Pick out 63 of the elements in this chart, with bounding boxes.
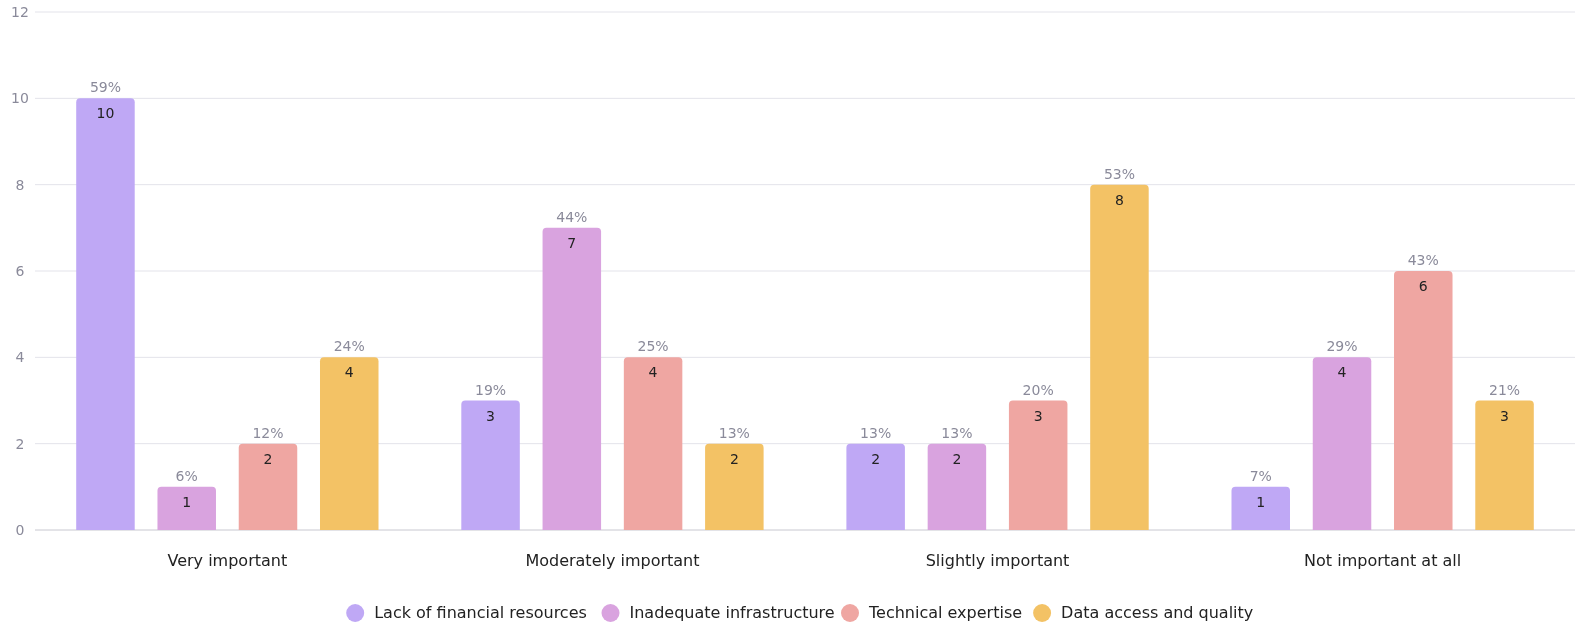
- annotation: 6%: [175, 467, 198, 484]
- bar: [846, 443, 905, 530]
- bar: [927, 443, 987, 530]
- data-label: 1: [182, 493, 192, 510]
- bar: [705, 443, 764, 530]
- data-label: 3: [486, 407, 496, 424]
- annotation: 25%: [637, 338, 669, 355]
- annotation: 13%: [860, 424, 892, 441]
- annotation: 19%: [474, 381, 507, 398]
- bar: [1090, 184, 1149, 530]
- legend-label: Inadequate infrastructure: [629, 603, 835, 622]
- data-label: 3: [1500, 407, 1509, 424]
- annotation: 44%: [556, 208, 588, 225]
- annotation: 13%: [718, 424, 750, 441]
- data-label: 4: [648, 364, 658, 381]
- y-tick-label: 0: [15, 522, 25, 538]
- data-label: 7: [567, 234, 577, 251]
- data-label: 8: [1114, 191, 1124, 208]
- y-tick-label: 10: [11, 90, 29, 107]
- annotation: 13%: [941, 424, 973, 441]
- annotation: 29%: [1326, 338, 1358, 355]
- bar: [542, 227, 602, 530]
- x-tick-label: Very important: [167, 551, 288, 570]
- data-label: 2: [263, 450, 273, 467]
- data-label: 2: [871, 450, 881, 467]
- bar: [623, 357, 683, 530]
- bar: [1008, 400, 1068, 530]
- data-label: 2: [952, 450, 962, 467]
- annotation: 53%: [1103, 165, 1136, 182]
- annotation: 59%: [89, 79, 122, 96]
- bar: [157, 486, 216, 530]
- legend-label: Data access and quality: [1061, 603, 1254, 622]
- annotation: 43%: [1407, 252, 1439, 268]
- bar: [320, 357, 379, 530]
- data-label: 4: [1337, 364, 1347, 381]
- bar: [1394, 271, 1453, 530]
- bar: [461, 400, 520, 530]
- y-tick-label: 6: [15, 263, 25, 279]
- data-label: 6: [1418, 278, 1428, 294]
- annotation: 24%: [333, 338, 365, 355]
- x-tick-label: Slightly important: [925, 551, 1070, 570]
- bar: [1312, 357, 1372, 530]
- y-tick-label: 8: [15, 176, 25, 193]
- annotation: 20%: [1022, 381, 1054, 398]
- annotation: 12%: [252, 424, 284, 441]
- legend-label: Technical expertise: [868, 603, 1023, 622]
- bar: [76, 98, 135, 530]
- annotation: 7%: [1249, 467, 1272, 484]
- data-label: 2: [729, 450, 739, 467]
- y-tick-label: 12: [11, 4, 29, 20]
- y-tick-label: 2: [15, 435, 25, 452]
- x-tick-label: Moderately important: [525, 551, 700, 570]
- data-label: 3: [1033, 407, 1043, 424]
- x-tick-label: Not important at all: [1304, 551, 1462, 570]
- bar: [238, 443, 298, 530]
- legend-label: Lack of financial resources: [374, 603, 587, 622]
- data-label: 10: [96, 105, 115, 122]
- data-label: 1: [1256, 493, 1266, 510]
- annotation: 21%: [1488, 381, 1521, 398]
- data-label: 4: [344, 364, 354, 381]
- bar: [1475, 400, 1534, 530]
- y-tick-label: 4: [15, 349, 25, 366]
- bar: [1231, 486, 1290, 530]
